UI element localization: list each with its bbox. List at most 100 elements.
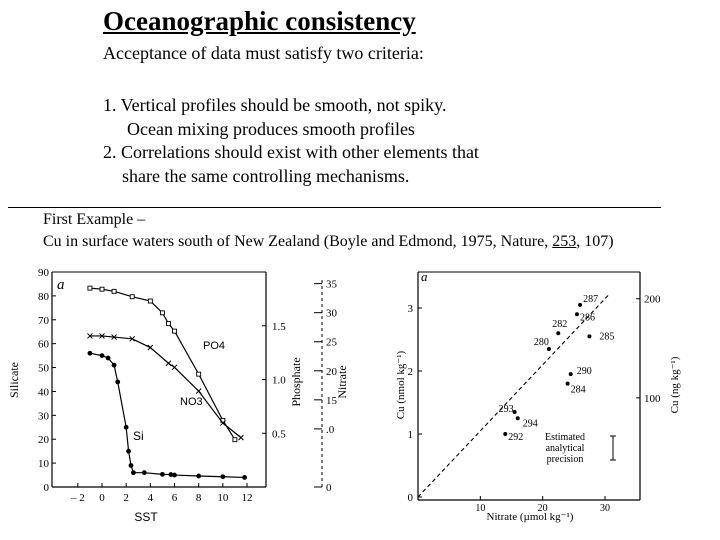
phosphate-tick-label: 1.0: [272, 375, 286, 387]
si-point: [160, 471, 165, 477]
phosphate-tick-label: 0.5: [272, 428, 286, 440]
silicate-tick-label: 40: [38, 386, 50, 398]
silicate-tick-label: 30: [38, 410, 50, 422]
sst-tick-label: 6: [172, 492, 178, 504]
cu-ng-tick-label: 100: [644, 393, 661, 405]
po4-point: [232, 437, 238, 443]
po4-point: [196, 371, 202, 377]
po4-point: [129, 294, 135, 300]
sst-tick-label: – 2: [70, 492, 85, 504]
sst-tick-label: 8: [196, 492, 202, 504]
nitrate-tick-label: 0: [326, 482, 332, 494]
intro-text: Acceptance of data must satisfy two crit…: [103, 43, 424, 63]
si-point: [242, 475, 247, 480]
si-point: [196, 473, 202, 479]
nitrate-tick-label: 20: [326, 366, 338, 378]
nitrate-tick-label: 30: [326, 308, 338, 320]
series-label-no3: NO3: [180, 396, 203, 408]
po4-point: [87, 285, 93, 291]
no3-point: [195, 388, 202, 394]
point-label: 287: [583, 294, 598, 305]
po4-point: [166, 321, 171, 327]
data-point: [503, 432, 508, 436]
nitrate-axis-label: Nitrate (µmol kg⁻¹): [487, 511, 574, 523]
sst-tick-label: 0: [99, 492, 105, 504]
point-label: 282: [552, 319, 567, 330]
precision-annotation-line: precision: [547, 454, 584, 465]
silicate-tick-label: 10: [38, 458, 50, 470]
cu-ng-tick-label: 200: [644, 294, 661, 306]
silicate-tick-label: 80: [38, 291, 50, 303]
data-point: [512, 409, 517, 414]
si-point: [115, 379, 121, 385]
nitrate-tick-label: 35: [326, 279, 338, 291]
cu-tick-label: 0: [408, 492, 414, 504]
criterion-1-line-1: 1. Vertical profiles should be smooth, n…: [103, 95, 447, 115]
no3-point: [165, 360, 172, 367]
si-point: [126, 448, 131, 454]
no3-point: [147, 344, 154, 351]
no3-point: [219, 420, 226, 426]
precision-annotation-line: Estimated: [545, 432, 585, 443]
no3-point: [87, 333, 93, 339]
divider-line: [8, 207, 661, 208]
data-point: [515, 416, 520, 421]
no3-point: [129, 335, 136, 342]
cu-ng-axis-label: Cu (ng kg⁻¹): [669, 356, 681, 413]
no3-point: [238, 434, 244, 441]
nitrate-tick-label: 20: [538, 503, 548, 514]
silicate-tick-label: 70: [38, 315, 50, 327]
si-point: [111, 362, 117, 368]
profile-chart: 0102030405060708090Silicate0.51.01.5Phos…: [7, 267, 349, 524]
po4-point: [172, 328, 177, 334]
citation-volume: 253: [552, 233, 577, 250]
si-point: [220, 474, 226, 480]
series-line-no3: [89, 335, 242, 439]
po4-point: [147, 298, 153, 304]
sst-tick-label: 4: [148, 492, 154, 504]
sst-axis-label: SST: [134, 510, 158, 524]
point-label: 286: [580, 312, 595, 323]
precision-annotation-line: analytical: [546, 443, 585, 454]
point-label: 294: [523, 418, 538, 429]
sst-tick-label: 10: [217, 492, 229, 504]
series-label-si: Si: [133, 429, 144, 443]
point-label: 280: [534, 337, 549, 348]
nitrate-axis-label: Nitrate: [335, 365, 349, 398]
example-citation: Cu in surface waters south of New Zealan…: [43, 233, 614, 251]
point-label: 293: [499, 404, 514, 415]
cu-axis-label: Cu (nmol kg⁻¹): [395, 350, 407, 419]
silicate-tick-label: 0: [44, 482, 50, 494]
data-point: [578, 302, 583, 307]
si-point: [168, 472, 174, 477]
slide-title: Oceanographic consistency: [103, 6, 416, 36]
silicate-tick-label: 20: [38, 434, 50, 446]
series-line-si: [89, 352, 245, 479]
si-point: [105, 355, 111, 361]
point-label: 284: [571, 385, 586, 396]
example-heading: First Example –: [43, 211, 146, 228]
criterion-2-line-1: 2. Correlations should exist with other …: [103, 142, 479, 162]
nitrate-tick-label: 15: [326, 395, 338, 407]
no3-point: [171, 364, 178, 371]
data-point: [556, 331, 561, 336]
criterion-2-line-2: share the same controlling mechanisms.: [122, 166, 410, 186]
phosphate-axis-label: Phosphate: [289, 357, 303, 406]
po4-point: [159, 310, 165, 316]
si-point: [87, 350, 93, 356]
cu-tick-label: 3: [408, 303, 414, 315]
series-label-po4: PO4: [203, 340, 225, 352]
data-point: [565, 381, 570, 386]
data-point: [587, 334, 592, 339]
silicate-tick-label: 60: [38, 339, 50, 351]
cu-tick-label: 2: [408, 366, 414, 378]
point-label: 285: [599, 331, 614, 342]
data-point: [546, 346, 551, 351]
panel-label: a: [57, 277, 65, 293]
si-point: [123, 424, 129, 430]
nitrate-tick-label: 30: [600, 503, 610, 514]
po4-point: [99, 286, 105, 292]
silicate-tick-label: 50: [38, 363, 50, 375]
citation-pages: , 107): [576, 233, 614, 250]
cu-nitrate-chart: 0 1 2 3 Cu (nmol kg⁻¹) 100 200 Cu (ng kg⁻¹) 10 20…: [395, 269, 681, 523]
